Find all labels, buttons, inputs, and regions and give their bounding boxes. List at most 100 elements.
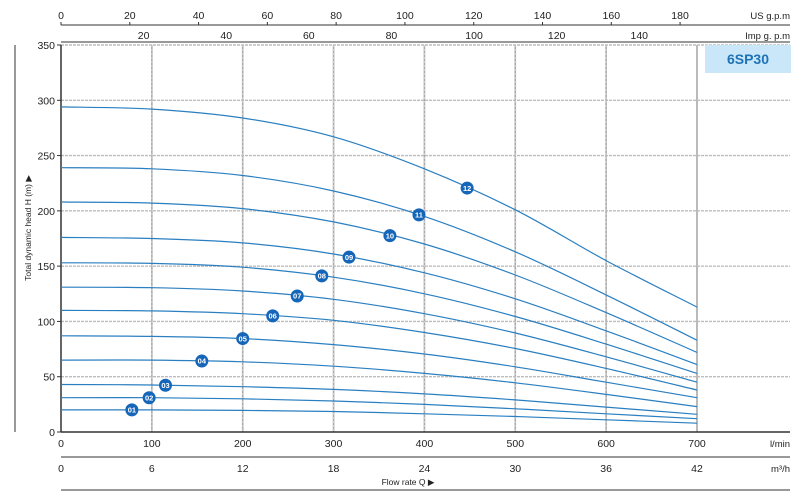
us-gpm-tick-label: 160: [603, 10, 621, 22]
us-gpm-unit: US g.p.m: [750, 11, 790, 22]
lmin-tick-label: 100: [143, 438, 161, 450]
y-axis-title: Total dynamic head H (m) ▶: [23, 175, 33, 281]
curve-10: [60, 201, 698, 353]
y-tick-label: 250: [37, 151, 55, 163]
curve-badge-circle: [460, 181, 474, 195]
curve-badge-09: 09: [342, 250, 356, 264]
curve-badge-06: 06: [266, 309, 280, 323]
lmin-tick-label: 0: [58, 438, 64, 450]
us-gpm-tick-label: 20: [124, 10, 136, 22]
curve-02: [60, 397, 698, 420]
y-tick-label: 300: [37, 95, 55, 107]
y-tick-label: 150: [37, 261, 55, 273]
curve-badge-05: 05: [236, 332, 250, 346]
us-gpm-tick-label: 40: [193, 10, 205, 22]
lmin-unit: l/min: [770, 439, 790, 450]
curve-label: 09: [345, 253, 353, 262]
imp-gpm-tick-label: 100: [465, 30, 483, 42]
lmin-tick-label: 600: [597, 438, 615, 450]
grid: [61, 44, 790, 432]
curve-09: [60, 236, 698, 366]
lmin-tick-label: 300: [325, 438, 343, 450]
m3h-tick-label: 6: [149, 463, 155, 475]
curve-01: [60, 409, 698, 424]
curve-label: 11: [415, 211, 423, 220]
y-tick-label: 50: [43, 372, 55, 384]
curve-label: 05: [239, 334, 247, 343]
us-gpm-tick-label: 0: [58, 10, 64, 22]
lmin-tick-label: 400: [416, 438, 434, 450]
m3h-tick-label: 12: [237, 463, 249, 475]
lmin-tick-label: 200: [234, 438, 252, 450]
curve-badge-01: 01: [125, 403, 139, 417]
us-gpm-tick-label: 140: [534, 10, 552, 22]
us-gpm-tick-label: 100: [396, 10, 414, 22]
curve-07: [60, 286, 698, 383]
x-axis-title: Flow rate Q ▶: [382, 477, 435, 487]
curve-badge-11: 11: [412, 208, 426, 222]
curve-badge-12: 12: [460, 181, 474, 195]
y-tick-label: 100: [37, 316, 55, 328]
curve-badge-02: 02: [142, 391, 156, 405]
imp-gpm-tick-label: 60: [303, 30, 315, 42]
curve-badge-circle: [290, 289, 304, 303]
curve-badge-03: 03: [158, 378, 172, 392]
y-tick-label: 350: [37, 40, 55, 52]
m3h-tick-label: 0: [58, 463, 64, 475]
lmin-tick-label: 700: [688, 438, 706, 450]
us-gpm-tick-label: 180: [671, 10, 689, 22]
curve-08: [60, 262, 698, 374]
curve-badge-08: 08: [315, 269, 329, 283]
curve-06: [60, 309, 698, 391]
curve-05: [60, 335, 698, 399]
us-gpm-tick-label: 60: [262, 10, 274, 22]
curve-label: 04: [198, 357, 207, 366]
pump-curves: [60, 106, 698, 424]
m3h-tick-label: 18: [328, 463, 340, 475]
curve-badge-circle: [342, 250, 356, 264]
curve-label: 08: [318, 272, 326, 281]
m3h-tick-label: 36: [600, 463, 612, 475]
imp-gpm-tick-label: 40: [220, 30, 232, 42]
curve-label: 06: [269, 312, 277, 321]
curve-label: 10: [386, 231, 394, 240]
curve-badge-circle: [158, 378, 172, 392]
curve-label: 01: [128, 406, 136, 415]
curve-badge-circle: [383, 229, 397, 243]
curve-12: [60, 106, 698, 308]
lmin-tick-label: 500: [507, 438, 525, 450]
m3h-unit: m³/h: [771, 464, 790, 475]
y-tick-label: 0: [49, 427, 55, 439]
curve-badge-07: 07: [290, 289, 304, 303]
us-gpm-tick-label: 120: [465, 10, 483, 22]
curve-11: [60, 167, 698, 341]
y-tick-label: 200: [37, 206, 55, 218]
m3h-tick-label: 24: [419, 463, 431, 475]
us-gpm-tick-label: 80: [330, 10, 342, 22]
imp-gpm-unit: Imp g. p.m: [745, 31, 790, 42]
curve-badge-circle: [142, 391, 156, 405]
m3h-tick-label: 42: [691, 463, 703, 475]
curve-badge-circle: [125, 403, 139, 417]
curve-badge-circle: [315, 269, 329, 283]
model-label: 6SP30: [705, 45, 791, 73]
curve-badge-circle: [236, 332, 250, 346]
curve-badge-10: 10: [383, 229, 397, 243]
curve-label: 02: [145, 393, 153, 402]
curve-label: 03: [161, 381, 169, 390]
imp-gpm-tick-label: 20: [138, 30, 150, 42]
curve-badge-circle: [412, 208, 426, 222]
curve-badge-circle: [195, 354, 209, 368]
imp-gpm-tick-label: 120: [548, 30, 566, 42]
imp-gpm-tick-label: 80: [386, 30, 398, 42]
imp-gpm-tick-label: 140: [630, 30, 648, 42]
m3h-tick-label: 30: [509, 463, 521, 475]
curve-labels: 01 02 03 04 05 06 07 08 09 10 11 12: [125, 181, 474, 417]
plot-frame: [14, 24, 790, 491]
curve-badge-04: 04: [195, 354, 209, 368]
curve-label: 07: [293, 292, 301, 301]
curve-badge-circle: [266, 309, 280, 323]
curve-04: [60, 359, 698, 408]
